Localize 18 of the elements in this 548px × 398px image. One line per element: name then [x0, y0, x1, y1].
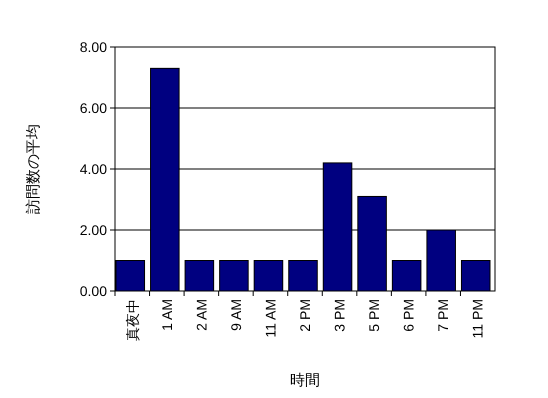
y-tick-label: 0.00 — [80, 283, 108, 299]
x-axis-title: 時間 — [290, 372, 320, 389]
y-tick-label: 4.00 — [80, 161, 108, 177]
x-tick-label: 真夜中 — [124, 299, 140, 341]
y-tick-label: 2.00 — [80, 222, 108, 238]
y-tick-label: 6.00 — [80, 100, 108, 116]
x-tick-label: 5 PM — [366, 299, 382, 332]
x-tick-label: 3 PM — [332, 299, 348, 332]
x-tick-label: 11 PM — [470, 299, 486, 338]
x-tick-label: 2 PM — [297, 299, 313, 332]
x-tick-label: 1 AM — [158, 299, 175, 331]
y-tick-label: 8.00 — [80, 39, 108, 55]
x-tick-label: 6 PM — [400, 299, 417, 332]
x-tick-label: 9 AM — [228, 299, 244, 331]
y-axis-title: 訪問数の平均 — [25, 124, 42, 214]
x-tick-label: 11 AM — [262, 299, 278, 338]
x-tick-label: 2 AM — [193, 299, 210, 331]
x-tick-label: 7 PM — [435, 299, 452, 332]
